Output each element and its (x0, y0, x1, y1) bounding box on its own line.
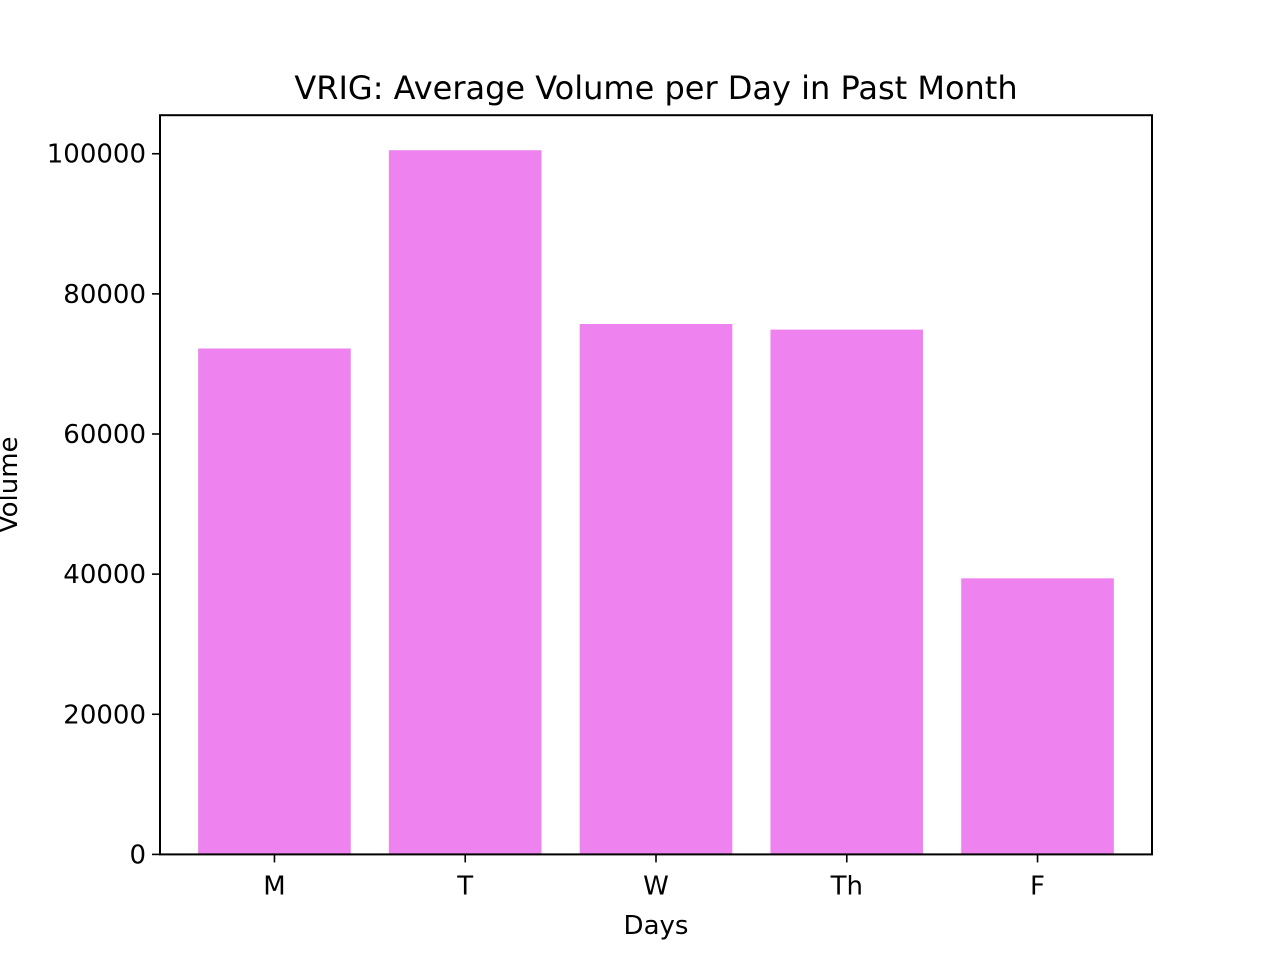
y-axis-label: Volume (0, 436, 24, 533)
y-tick-label: 80000 (63, 280, 146, 310)
y-tick-label: 60000 (63, 420, 146, 450)
x-tick-label: M (263, 871, 285, 901)
y-tick-label: 100000 (47, 140, 146, 170)
y-tick-label: 40000 (63, 560, 146, 590)
plot-frame (159, 114, 1153, 856)
x-tick-label: F (1030, 871, 1045, 901)
x-tick-label: T (456, 871, 473, 901)
x-tick-label: Th (830, 871, 863, 901)
y-tick-label: 20000 (63, 700, 146, 730)
x-tick-label: W (643, 871, 669, 901)
bars-group (198, 150, 1114, 855)
bar-w (579, 323, 733, 855)
x-axis-label: Days (624, 911, 689, 941)
bar-m (198, 348, 351, 855)
bar-f (961, 578, 1114, 855)
bar-t (388, 150, 542, 855)
y-tick-label: 0 (129, 840, 146, 870)
chart-title: VRIG: Average Volume per Day in Past Mon… (294, 69, 1017, 107)
bar-th (770, 329, 924, 855)
y-axis: 0 20000 40000 60000 80000 100000 (47, 140, 160, 870)
x-axis: M T W Th F (263, 854, 1045, 901)
